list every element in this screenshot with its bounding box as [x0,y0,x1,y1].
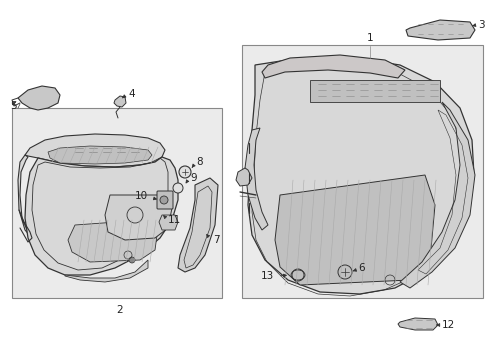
Text: 12: 12 [442,320,455,330]
Text: 3: 3 [478,20,485,30]
Polygon shape [236,168,252,186]
Polygon shape [398,318,438,330]
Text: 2: 2 [117,305,123,315]
Text: 7: 7 [213,235,220,245]
Text: 13: 13 [261,271,274,281]
Polygon shape [18,155,32,238]
Bar [242,45,483,298]
Polygon shape [159,215,178,230]
Polygon shape [105,195,172,240]
Polygon shape [400,102,475,288]
Polygon shape [25,157,178,275]
Polygon shape [18,86,60,110]
Polygon shape [245,128,268,230]
FancyBboxPatch shape [157,191,173,209]
Polygon shape [262,55,405,78]
Text: 1: 1 [367,33,373,43]
Circle shape [179,166,191,178]
Text: 10: 10 [135,191,148,201]
Polygon shape [48,146,152,164]
Text: 5: 5 [10,101,17,111]
Polygon shape [25,134,165,167]
Polygon shape [406,20,475,40]
Text: 4: 4 [128,89,135,99]
Circle shape [160,196,168,204]
Text: 11: 11 [168,215,181,225]
Text: 9: 9 [190,173,196,183]
Text: 6: 6 [358,263,365,273]
Polygon shape [310,80,440,102]
Polygon shape [68,220,158,262]
Bar [12,108,222,298]
Polygon shape [178,178,218,272]
Polygon shape [114,96,126,107]
Text: 8: 8 [196,157,203,167]
Polygon shape [248,58,474,294]
Circle shape [173,183,183,193]
Polygon shape [275,175,435,285]
Circle shape [129,257,135,263]
Polygon shape [65,260,148,282]
